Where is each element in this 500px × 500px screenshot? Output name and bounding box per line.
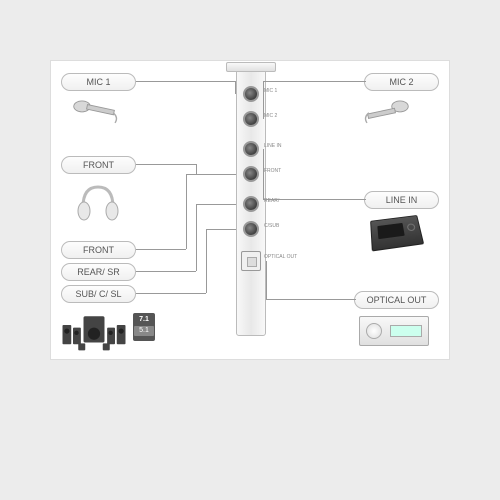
- jack-sub: [243, 221, 259, 237]
- connector-line: [266, 261, 267, 299]
- connector-line: [196, 164, 197, 174]
- jack-label: C/SUB: [264, 223, 279, 229]
- connector-line: [136, 164, 196, 165]
- connector-line: [196, 204, 197, 271]
- label-linein: LINE IN: [364, 191, 439, 209]
- connector-line: [206, 229, 207, 293]
- connector-line: [206, 229, 236, 230]
- jack-mic2: [243, 111, 259, 127]
- jack-label: LINE IN: [264, 143, 282, 149]
- connector-line: [235, 81, 236, 94]
- label-sub: SUB/ C/ SL: [61, 285, 136, 303]
- microphone-icon: [71, 96, 126, 126]
- jack-front: [243, 166, 259, 182]
- audio-player-icon: [370, 215, 424, 251]
- jack-label: MIC 1: [264, 88, 277, 94]
- av-receiver-icon: [359, 316, 429, 346]
- connector-line: [263, 149, 264, 199]
- channels-badge: 7.1 5.1: [133, 313, 155, 341]
- headphones-icon: [73, 179, 123, 224]
- label-rear: REAR/ SR: [61, 263, 136, 281]
- bracket-top: [226, 62, 276, 72]
- badge-bottom: 5.1: [134, 326, 154, 336]
- connector-line: [266, 299, 356, 300]
- connector-line: [186, 174, 187, 249]
- connector-line: [136, 81, 236, 82]
- label-front-hp: FRONT: [61, 156, 136, 174]
- label-mic1: MIC 1: [61, 73, 136, 91]
- jack-label: OPTICAL OUT: [264, 254, 297, 260]
- diagram-canvas: MIC 1 MIC 2 LINE IN FRONT REAR/ C/SUB OP…: [50, 60, 450, 360]
- microphone-icon: [356, 96, 411, 126]
- connector-line: [186, 174, 236, 175]
- badge-top: 7.1: [133, 315, 155, 325]
- jack-optical: [241, 251, 261, 271]
- label-optical: OPTICAL OUT: [354, 291, 439, 309]
- connector-line: [136, 271, 196, 272]
- connector-line: [136, 293, 206, 294]
- jack-label: MIC 2: [264, 113, 277, 119]
- jack-label: FRONT: [264, 168, 281, 174]
- jack-rear: [243, 196, 259, 212]
- sound-card: MIC 1 MIC 2 LINE IN FRONT REAR/ C/SUB OP…: [226, 66, 276, 336]
- connector-line: [263, 81, 366, 82]
- connector-line: [263, 199, 366, 200]
- connector-line: [263, 81, 264, 119]
- jack-linein: [243, 141, 259, 157]
- surround-speakers-icon: [59, 309, 129, 354]
- label-mic2: MIC 2: [364, 73, 439, 91]
- jack-mic1: [243, 86, 259, 102]
- label-front-sp: FRONT: [61, 241, 136, 259]
- connector-line: [136, 249, 186, 250]
- connector-line: [196, 204, 236, 205]
